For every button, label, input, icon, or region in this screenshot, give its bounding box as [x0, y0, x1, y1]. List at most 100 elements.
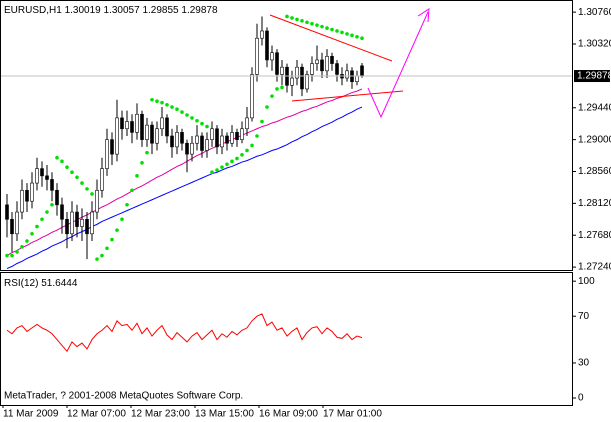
sar-dot: [105, 246, 109, 251]
sar-dot: [315, 23, 319, 27]
candle-body: [35, 168, 39, 184]
y-tick-label: 1.29000: [578, 134, 611, 145]
candle-body: [125, 121, 129, 130]
candle-body: [175, 132, 179, 148]
candle-body: [300, 66, 304, 90]
candle-body: [255, 37, 259, 75]
sar-dot: [260, 119, 264, 124]
sar-dot: [195, 118, 199, 123]
sar-dot: [10, 253, 14, 258]
sar-dot: [310, 21, 314, 26]
x-tick-label: 13 Mar 15:00: [195, 409, 254, 420]
candle-body: [230, 132, 234, 144]
sar-dot: [75, 175, 79, 180]
candle-body: [360, 65, 364, 77]
candle-body: [100, 168, 104, 191]
candle-body: [235, 132, 239, 140]
sar-dot: [200, 121, 204, 126]
sar-dot: [320, 24, 324, 29]
candle-body: [315, 59, 319, 64]
candle-body: [15, 211, 19, 235]
x-tick-label: 12 Mar 07:00: [67, 409, 126, 420]
sar-dot: [175, 107, 179, 111]
sar-dot: [230, 159, 234, 164]
candle-body: [155, 128, 159, 144]
sar-dot: [325, 26, 329, 30]
candle-body: [290, 77, 294, 86]
sar-dot: [330, 27, 334, 32]
sar-dot: [35, 224, 39, 229]
candle-body: [110, 139, 114, 155]
rsi-value: 51.6444: [41, 278, 78, 289]
sar-dot: [15, 250, 19, 254]
sar-dot: [285, 14, 289, 19]
candle-body: [190, 142, 194, 155]
rsi-tick-label: 100: [578, 276, 595, 287]
rsi-panel: [0, 272, 573, 406]
candle-body: [205, 139, 209, 151]
current-price-label: 1.29878: [577, 71, 611, 82]
sar-dot: [50, 203, 54, 207]
candle-body: [200, 135, 204, 151]
candle-body: [355, 75, 359, 82]
sar-dot: [130, 188, 134, 193]
rsi-line: [6, 313, 363, 353]
candle-body: [240, 128, 244, 140]
x-tick-label: 17 Mar 01:00: [323, 409, 382, 420]
sar-dot: [235, 156, 239, 161]
sar-dot: [110, 237, 114, 242]
sar-dot: [30, 231, 34, 236]
candle-body: [185, 142, 189, 155]
sar-dot: [65, 165, 69, 169]
candle-body: [225, 135, 229, 144]
moving-average: [6, 88, 363, 256]
candle-body: [210, 128, 214, 140]
candle-body: [325, 56, 329, 72]
sar-dot: [305, 20, 309, 25]
sar-dot: [115, 228, 119, 232]
arrow-head: [417, 8, 430, 23]
low: 1.29855: [142, 5, 179, 16]
sar-dot: [145, 150, 149, 155]
candle-body: [320, 59, 324, 72]
trend-line: [269, 14, 393, 62]
x-tick-label: 11 Mar 2009: [3, 409, 59, 420]
sar-dot: [55, 155, 59, 160]
sar-dot: [120, 217, 124, 222]
y-tick-label: 1.28120: [578, 198, 611, 209]
close: 1.29878: [181, 5, 218, 16]
sar-dot: [95, 257, 99, 261]
y-tick-label: 1.27240: [578, 262, 611, 273]
candle-body: [215, 128, 219, 148]
sar-dot: [220, 165, 224, 169]
sar-dot: [180, 110, 184, 114]
candle-body: [105, 139, 109, 169]
sar-dot: [20, 245, 24, 249]
sar-dot: [345, 32, 349, 36]
x-tick-label: 16 Mar 09:00: [259, 409, 318, 420]
moving-average: [6, 106, 363, 270]
candle-body: [250, 74, 254, 119]
sar-dot: [25, 239, 29, 243]
candle-body: [335, 63, 339, 75]
candle-body: [160, 117, 164, 130]
candle-body: [140, 113, 144, 140]
sar-dot: [255, 134, 259, 138]
rsi-tick-label: 70: [578, 311, 590, 322]
marks: 1.30760 1.30320 1.29440 1.29000 1.28560 1.281…: [1, 7, 611, 420]
candle-body: [220, 135, 224, 148]
sar-dot: [265, 105, 269, 109]
sar-dot: [90, 192, 94, 196]
y-tick-label: 1.28560: [578, 166, 611, 177]
rsi-header: RSI(12) 51.6444: [4, 278, 78, 289]
sar-dot: [160, 100, 164, 105]
sar-dot: [125, 203, 129, 207]
sar-dot: [270, 94, 274, 98]
open: 1.30019: [65, 5, 102, 16]
candle-body: [65, 218, 69, 235]
sar-dot: [60, 159, 64, 164]
sar-dot: [350, 33, 354, 38]
sar-dot: [355, 34, 359, 39]
sar-dot: [185, 113, 189, 117]
candle-body: [50, 179, 54, 191]
